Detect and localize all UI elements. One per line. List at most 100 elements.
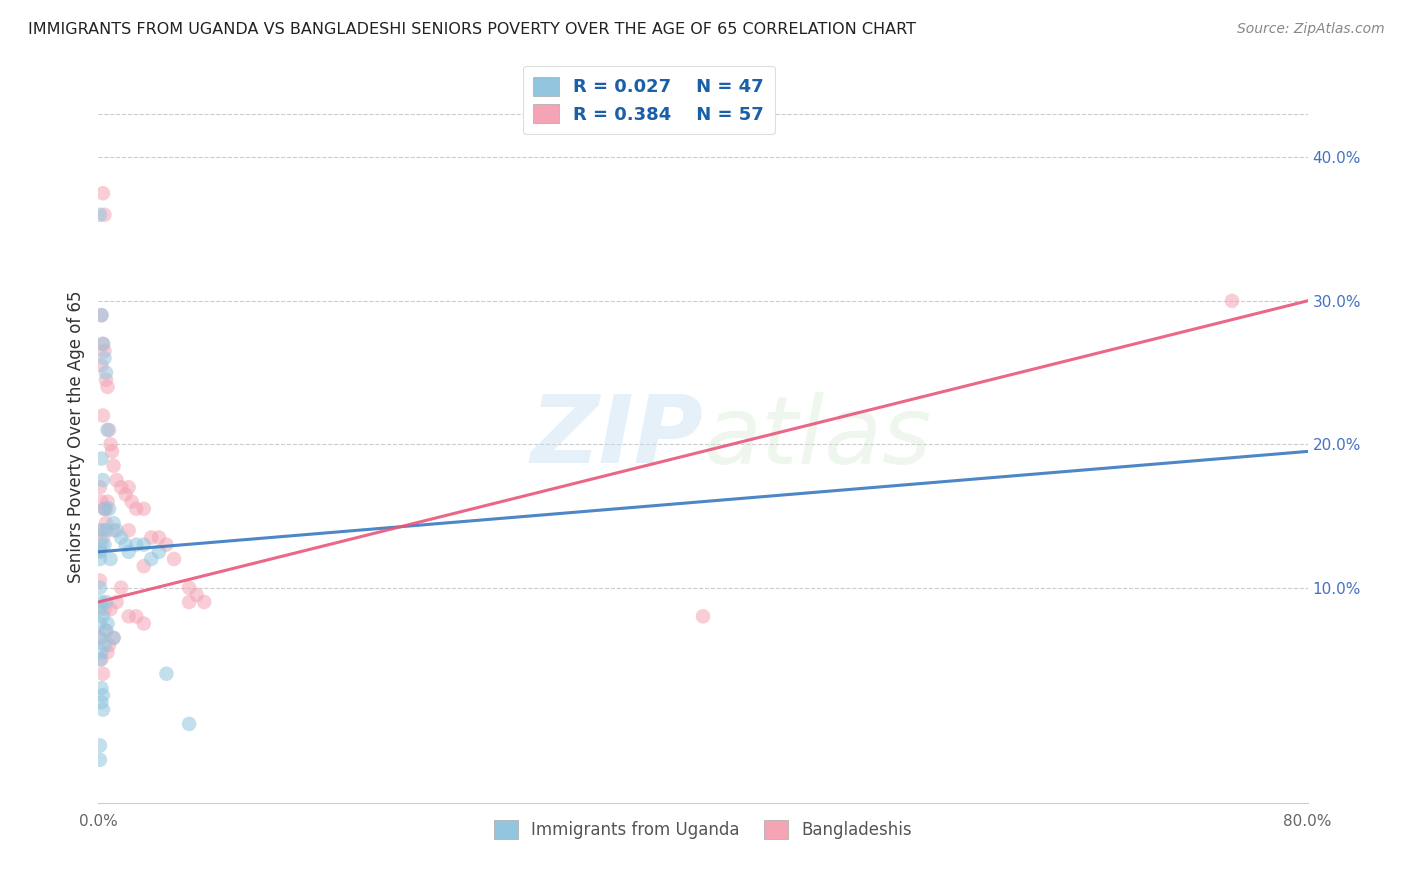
Point (89, 753, 111, 767)
Point (141, 531, 163, 545)
Point (101, 444, 124, 458)
Point (148, 531, 170, 545)
Point (89, 574, 111, 588)
Point (89, 524, 111, 538)
Point (89, 652, 111, 666)
Point (90, 681, 112, 695)
Text: atlas: atlas (703, 392, 931, 483)
Point (96, 380, 118, 394)
Point (186, 588, 208, 602)
Point (94, 501, 117, 516)
Point (179, 717, 201, 731)
Point (105, 595, 128, 609)
Point (91, 473, 114, 487)
Point (89, 552, 111, 566)
Point (91, 186, 114, 201)
Point (96, 616, 118, 631)
Point (89, 616, 111, 631)
Point (132, 559, 155, 574)
Point (125, 538, 148, 552)
Point (93, 501, 115, 516)
Point (90, 595, 112, 609)
Point (91, 688, 114, 702)
Point (93, 208, 115, 222)
Point (193, 595, 215, 609)
Point (155, 666, 177, 681)
Point (110, 531, 132, 545)
Point (114, 538, 136, 552)
Point (90, 308, 112, 322)
Point (94, 366, 117, 380)
Point (148, 545, 170, 559)
Point (91, 531, 114, 545)
Point (155, 538, 177, 552)
Text: IMMIGRANTS FROM UGANDA VS BANGLADESHI SENIORS POVERTY OVER THE AGE OF 65 CORRELA: IMMIGRANTS FROM UGANDA VS BANGLADESHI SE… (28, 22, 917, 37)
Point (89, 631, 111, 645)
Point (103, 458, 125, 473)
Point (89, 543, 111, 558)
Point (179, 581, 201, 595)
Point (94, 524, 117, 538)
Point (110, 581, 132, 595)
Point (118, 524, 141, 538)
Point (89, 545, 111, 559)
Point (132, 616, 155, 631)
Text: ZIP: ZIP (530, 391, 703, 483)
Legend: Immigrants from Uganda, Bangladeshis: Immigrants from Uganda, Bangladeshis (488, 814, 918, 846)
Point (89, 480, 111, 494)
Point (105, 524, 128, 538)
Point (91, 524, 114, 538)
Point (114, 487, 136, 501)
Point (132, 501, 155, 516)
Point (90, 695, 112, 709)
Point (94, 624, 117, 638)
Point (89, 581, 111, 595)
Point (103, 516, 125, 530)
Point (96, 645, 118, 659)
Point (98, 423, 121, 437)
Point (103, 524, 125, 538)
Point (125, 609, 148, 624)
Text: Source: ZipAtlas.com: Source: ZipAtlas.com (1237, 22, 1385, 37)
Point (90, 538, 112, 552)
Point (94, 624, 117, 638)
Point (90, 652, 112, 666)
Point (93, 638, 115, 652)
Point (91, 666, 114, 681)
Point (96, 494, 118, 508)
Point (125, 501, 148, 516)
Point (91, 609, 114, 624)
Point (91, 336, 114, 351)
Point (91, 336, 114, 351)
Point (179, 595, 201, 609)
Y-axis label: Seniors Poverty Over the Age of 65: Seniors Poverty Over the Age of 65 (66, 291, 84, 583)
Point (93, 538, 115, 552)
Point (105, 473, 128, 487)
Point (163, 552, 186, 566)
Point (91, 409, 114, 423)
Point (93, 351, 115, 366)
Point (90, 494, 112, 508)
Point (100, 437, 122, 451)
Point (103, 631, 125, 645)
Point (118, 609, 141, 624)
Point (692, 609, 714, 624)
Point (93, 602, 115, 616)
Point (98, 501, 121, 516)
Point (141, 552, 163, 566)
Point (118, 480, 141, 494)
Point (94, 516, 117, 530)
Point (121, 494, 143, 508)
Point (89, 631, 111, 645)
Point (98, 638, 121, 652)
Point (89, 208, 111, 222)
Point (103, 631, 125, 645)
Point (91, 702, 114, 716)
Point (90, 359, 112, 373)
Point (94, 595, 117, 609)
Point (90, 451, 112, 466)
Point (94, 373, 117, 387)
Point (1220, 293, 1243, 308)
Point (93, 501, 115, 516)
Point (93, 344, 115, 359)
